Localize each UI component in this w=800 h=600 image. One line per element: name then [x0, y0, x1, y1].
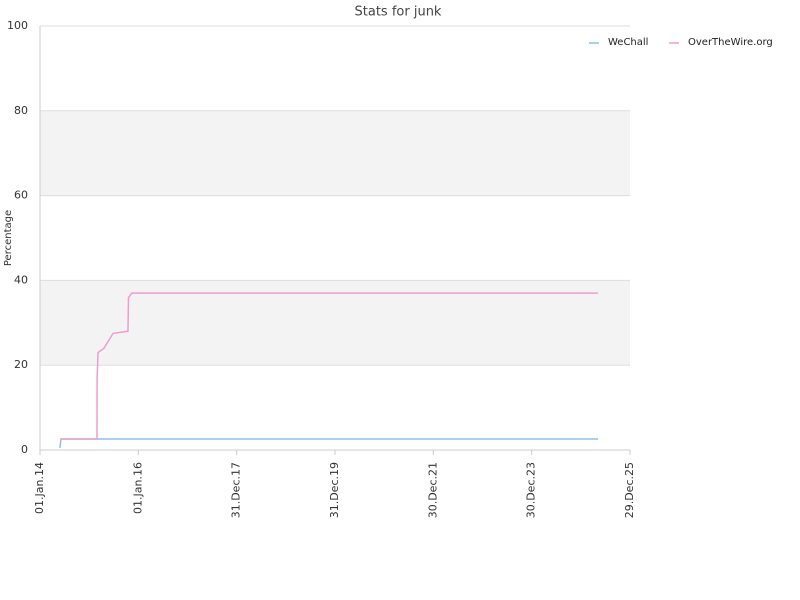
y-tick-label: 100 — [7, 19, 28, 32]
line — [59, 438, 599, 448]
x-tick-label: 29.Dec.25 — [623, 462, 636, 518]
line — [61, 292, 599, 440]
x-tick-label: 01.Jan.14 — [33, 462, 46, 514]
legend-label: WeChall — [608, 37, 648, 48]
x-tick-label: 01.Jan.16 — [131, 462, 144, 514]
legend-label: OverTheWire.org — [688, 37, 773, 48]
y-tick-label: 60 — [14, 189, 28, 202]
chart-title: Stats for junk — [355, 5, 442, 20]
y-tick-label: 80 — [14, 104, 28, 117]
grid-band — [40, 280, 630, 366]
y-tick-label: 20 — [14, 358, 28, 371]
x-tick-label: 30.Dec.23 — [525, 462, 538, 518]
y-tick-label: 0 — [21, 443, 28, 456]
grid-band — [40, 110, 630, 196]
x-tick-label: 30.Dec.21 — [426, 462, 439, 518]
y-tick-label: 40 — [14, 273, 28, 286]
y-axis-label: Percentage — [3, 210, 14, 266]
x-tick-label: 31.Dec.17 — [230, 462, 243, 518]
x-tick-label: 31.Dec.19 — [328, 462, 341, 518]
